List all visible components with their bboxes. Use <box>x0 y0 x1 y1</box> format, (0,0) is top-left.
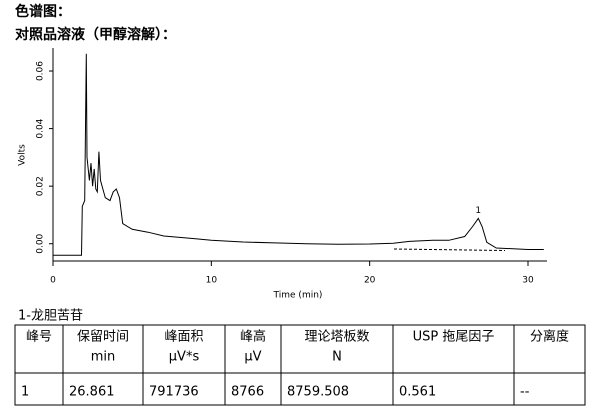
table-header-cell: μV*s <box>169 350 200 365</box>
y-tick-label: 0.06 <box>36 61 46 81</box>
table-cell: 0.561 <box>399 385 436 400</box>
table-header-cell: 保留时间 <box>77 330 129 345</box>
table-cell: 1 <box>21 385 29 400</box>
y-axis-label: Volts <box>18 144 28 166</box>
chromatogram-line <box>53 53 544 256</box>
table-header-cell: 峰面积 <box>164 330 203 345</box>
title: 色谱图： <box>15 3 71 20</box>
table-header-cell: 峰号 <box>26 330 52 345</box>
caption: 1-龙胆苦苷 <box>18 308 83 324</box>
integration-baseline <box>393 248 506 251</box>
table-cell: -- <box>520 385 530 400</box>
subtitle: 对照品溶液（甲醇溶解）： <box>15 26 176 43</box>
y-tick-label: 0.04 <box>36 118 46 138</box>
table-cell: 8766 <box>231 385 264 400</box>
x-tick-label: 20 <box>364 276 376 286</box>
table-header-cell: min <box>91 350 116 365</box>
x-tick-label: 30 <box>522 276 534 286</box>
table-header-cell: 理论塔板数 <box>304 330 369 345</box>
table-cell: 791736 <box>149 385 199 400</box>
table-header-cell: 分离度 <box>530 329 569 345</box>
table-header-cell: USP 拖尾因子 <box>413 330 495 345</box>
x-tick-label: 10 <box>206 276 218 286</box>
table-border <box>14 324 586 406</box>
x-tick-label: 0 <box>50 276 56 286</box>
y-tick-label: 0.00 <box>36 233 46 253</box>
table-cell: 26.861 <box>69 385 115 400</box>
x-axis-label: Time (min) <box>273 291 323 301</box>
table-header-cell: 峰高 <box>240 329 266 345</box>
peak-label: 1 <box>475 206 481 216</box>
table-header-cell: N <box>332 350 342 365</box>
y-tick-label: 0.02 <box>36 176 46 196</box>
table-header-cell: μV <box>244 350 261 365</box>
table-cell: 8759.508 <box>287 385 349 400</box>
